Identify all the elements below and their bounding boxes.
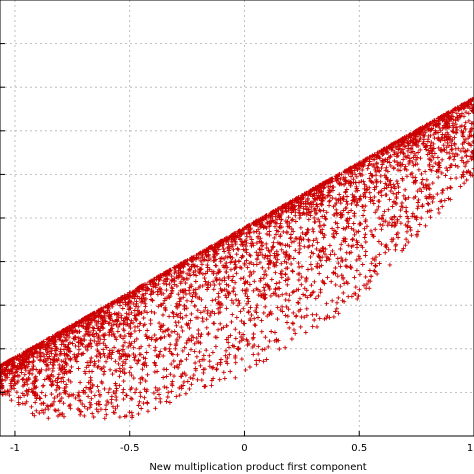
- grid: [0, 0, 474, 436]
- x-tick-label: -0.5: [120, 443, 140, 454]
- x-axis-label: New multiplication product first compone…: [149, 462, 366, 473]
- scatter-points: [0, 95, 474, 421]
- plot-frame: [0, 0, 474, 437]
- x-tick-label: 1: [467, 443, 473, 454]
- x-axis-ticks: -1 -0.5 0 0.5 1: [0, 43, 474, 454]
- scatter-point-group: [0, 99, 474, 421]
- x-tick-label: -1: [10, 443, 20, 454]
- scatter-point-group: [0, 98, 474, 420]
- x-tick-label: 0: [241, 443, 247, 454]
- x-tick-label: 0.5: [351, 443, 367, 454]
